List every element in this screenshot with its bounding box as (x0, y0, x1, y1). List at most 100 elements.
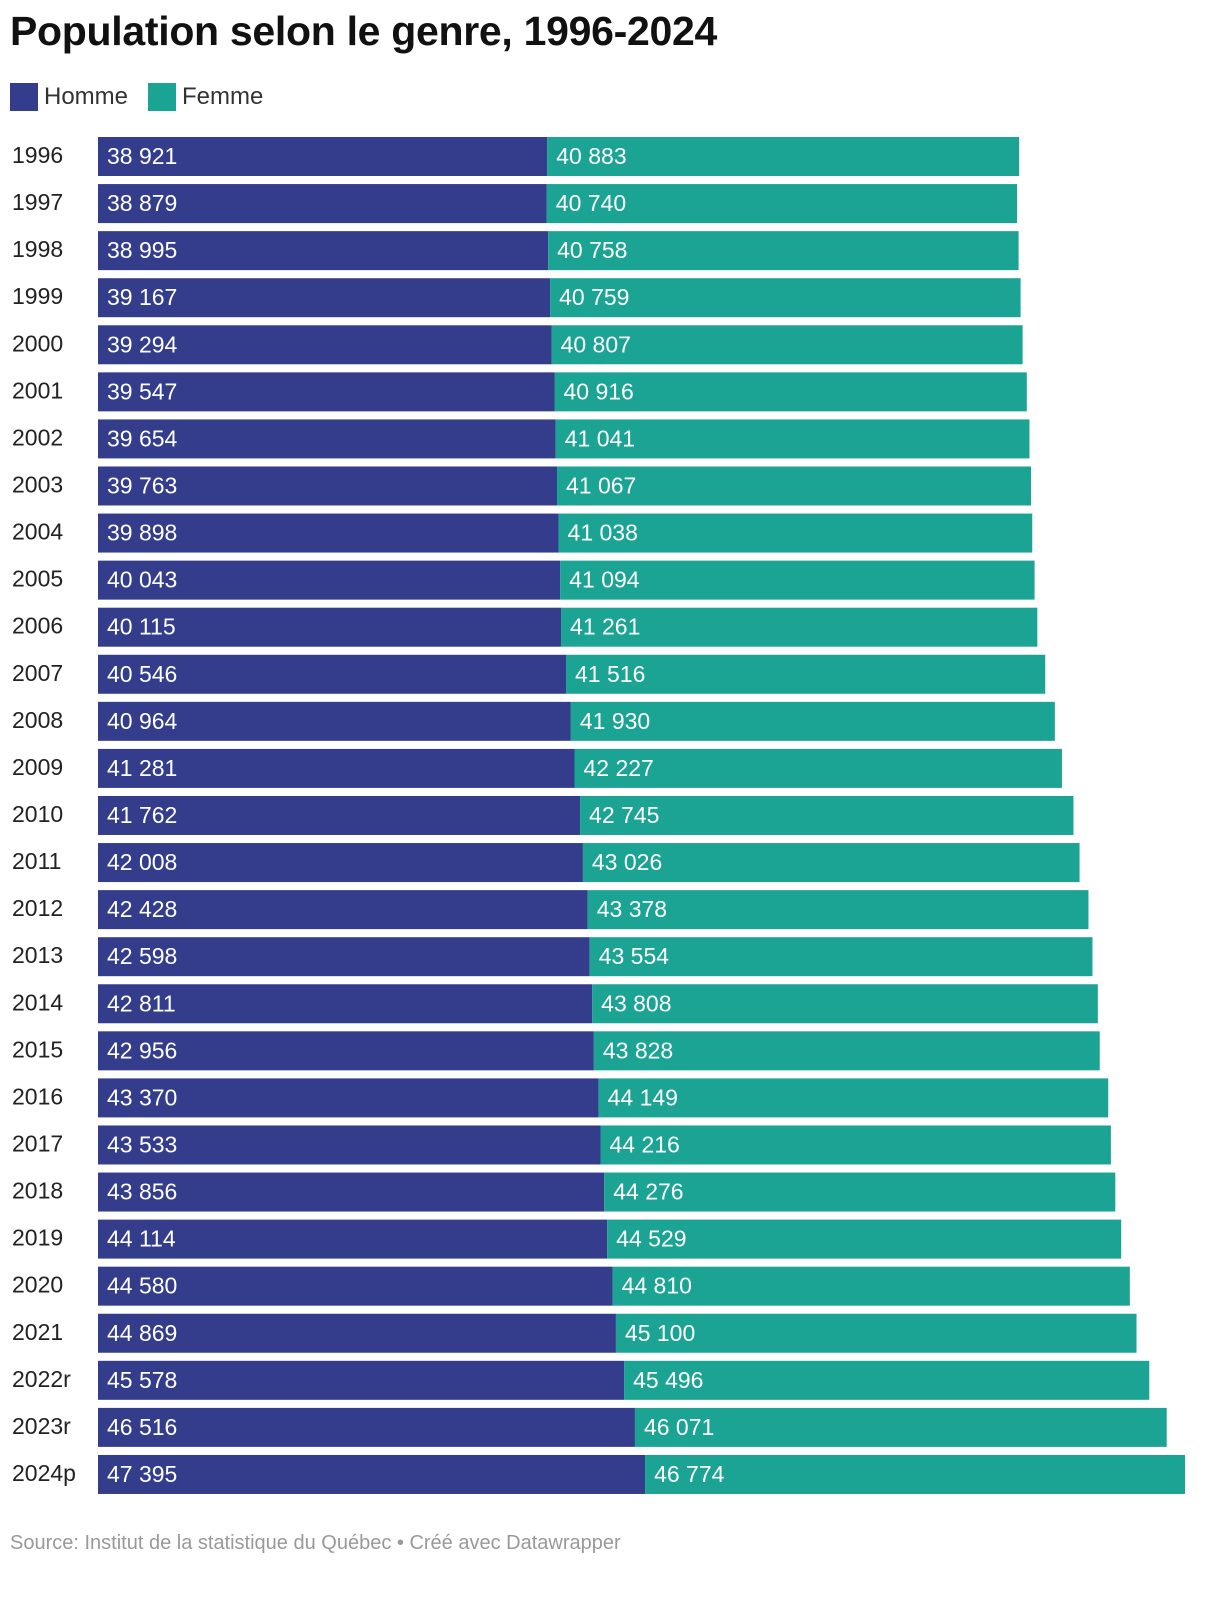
bar-femme (561, 607, 1038, 647)
bar-femme (582, 843, 1080, 883)
bar-homme (98, 372, 555, 412)
bar-homme (98, 748, 575, 788)
bar-row-2017: 2017 43 533 44 216 (12, 1125, 1111, 1165)
source-note: Source: Institut de la statistique du Qu… (10, 1532, 621, 1554)
bar-homme (98, 795, 581, 835)
data-label-homme: 46 516 (107, 1414, 177, 1440)
data-label-femme: 40 807 (561, 331, 631, 357)
bar-row-2019: 2019 44 114 44 529 (12, 1219, 1122, 1259)
data-label-homme: 42 008 (107, 849, 177, 875)
bar-femme (546, 184, 1018, 224)
bar-femme (604, 1172, 1116, 1212)
data-label-homme: 41 281 (107, 755, 177, 781)
bar-homme (98, 1313, 616, 1353)
bar-homme (98, 1219, 608, 1259)
category-label: 2004 (12, 519, 63, 545)
legend-label-femme: Femme (182, 83, 264, 110)
data-label-femme: 43 026 (592, 849, 662, 875)
data-label-femme: 41 094 (569, 567, 640, 593)
stacked-bar-chart: 1996 38 921 40 883 1997 38 879 40 740 1998 38 9… (12, 137, 1185, 1494)
bar-row-2020: 2020 44 580 44 810 (12, 1266, 1130, 1306)
category-label: 2023r (12, 1413, 71, 1439)
data-label-homme: 40 964 (107, 708, 178, 734)
data-label-homme: 42 598 (107, 943, 177, 969)
data-label-homme: 43 856 (107, 1179, 177, 1205)
legend-item-femme: Femme (148, 83, 263, 111)
bar-femme (624, 1360, 1150, 1400)
category-label: 2020 (12, 1272, 63, 1298)
bar-homme (98, 937, 590, 977)
data-label-femme: 41 516 (575, 661, 645, 687)
data-label-homme: 41 762 (107, 802, 177, 828)
bar-row-2012: 2012 42 428 43 378 (12, 890, 1089, 930)
data-label-homme: 40 043 (107, 567, 177, 593)
bar-row-1998: 1998 38 995 40 758 (12, 231, 1019, 271)
data-label-femme: 43 828 (603, 1037, 673, 1063)
bar-row-2021: 2021 44 869 45 100 (12, 1313, 1137, 1353)
bar-homme (98, 1125, 601, 1165)
bar-femme (598, 1078, 1109, 1118)
category-label: 1999 (12, 283, 63, 309)
data-label-femme: 40 758 (557, 237, 627, 263)
bar-homme (98, 1172, 605, 1212)
bar-homme (98, 654, 567, 694)
bar-femme (589, 937, 1093, 977)
bar-homme (98, 984, 593, 1024)
bar-femme (592, 984, 1098, 1024)
data-label-homme: 43 533 (107, 1131, 177, 1157)
bar-femme (556, 466, 1032, 506)
data-label-femme: 43 554 (599, 943, 670, 969)
data-label-homme: 42 956 (107, 1037, 177, 1063)
bar-homme (98, 1078, 599, 1118)
bar-homme (98, 231, 549, 271)
category-label: 1996 (12, 142, 63, 168)
bar-femme (555, 419, 1030, 459)
bar-femme (607, 1219, 1122, 1259)
data-label-femme: 44 149 (608, 1084, 678, 1110)
category-label: 2014 (12, 989, 63, 1015)
data-label-femme: 46 071 (644, 1414, 714, 1440)
bar-femme (547, 137, 1020, 176)
bar-row-2006: 2006 40 115 41 261 (12, 607, 1038, 647)
category-label: 2012 (12, 895, 63, 921)
bar-row-2011: 2011 42 008 43 026 (12, 843, 1080, 883)
category-label: 2006 (12, 613, 63, 639)
category-label: 2021 (12, 1319, 63, 1345)
bar-femme (615, 1313, 1137, 1353)
data-label-femme: 43 378 (597, 896, 667, 922)
category-label: 2018 (12, 1178, 63, 1204)
data-label-femme: 40 759 (559, 284, 629, 310)
data-label-homme: 38 879 (107, 190, 177, 216)
data-label-homme: 47 395 (107, 1461, 177, 1487)
bar-femme (600, 1125, 1111, 1165)
category-label: 2015 (12, 1036, 63, 1062)
bar-homme (98, 278, 551, 318)
bar-femme (634, 1407, 1167, 1447)
category-label: 2022r (12, 1366, 71, 1392)
bar-row-2016: 2016 43 370 44 149 (12, 1078, 1109, 1118)
bar-homme (98, 1407, 635, 1447)
category-label: 2008 (12, 707, 63, 733)
bar-row-2013: 2013 42 598 43 554 (12, 937, 1093, 977)
bar-femme (554, 372, 1027, 412)
bar-homme (98, 843, 583, 883)
data-label-femme: 43 808 (601, 990, 671, 1016)
bar-femme (560, 560, 1035, 600)
bar-femme (645, 1454, 1185, 1494)
bar-homme (98, 701, 571, 741)
category-label: 2009 (12, 754, 63, 780)
bar-row-2022r: 2022r 45 578 45 496 (12, 1360, 1150, 1400)
data-label-femme: 45 100 (625, 1320, 695, 1346)
data-label-femme: 41 261 (570, 614, 640, 640)
legend-swatch-homme (10, 83, 38, 111)
data-label-homme: 39 763 (107, 472, 177, 498)
bar-homme (98, 325, 552, 365)
data-label-femme: 42 227 (584, 755, 654, 781)
bar-row-1996: 1996 38 921 40 883 (12, 137, 1020, 176)
bar-row-2015: 2015 42 956 43 828 (12, 1031, 1100, 1071)
legend-label-homme: Homme (44, 83, 129, 110)
data-label-femme: 40 740 (556, 190, 626, 216)
data-label-femme: 45 496 (633, 1367, 703, 1393)
bar-row-2014: 2014 42 811 43 808 (12, 984, 1098, 1024)
data-label-femme: 41 041 (565, 425, 635, 451)
